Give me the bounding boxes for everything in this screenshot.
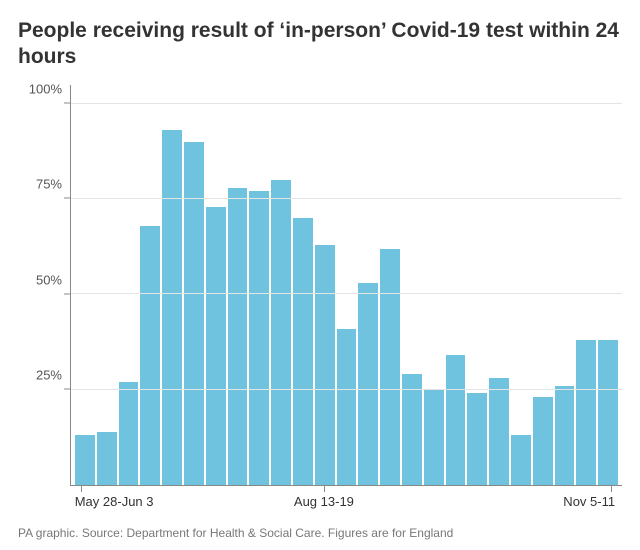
plot-area: 25%50%75%100%	[18, 85, 622, 487]
bar	[271, 180, 291, 485]
bar	[315, 245, 335, 485]
bar	[489, 378, 509, 485]
bar	[576, 340, 596, 485]
y-tick-label: 50%	[36, 272, 62, 287]
gridline	[71, 389, 622, 390]
x-tick-mark	[324, 486, 325, 492]
bar	[555, 386, 575, 485]
y-tick-label: 25%	[36, 368, 62, 383]
bar	[424, 390, 444, 485]
gridline	[71, 293, 622, 294]
gridline	[71, 198, 622, 199]
x-tick-mark	[611, 486, 612, 492]
bar	[75, 435, 95, 485]
x-tick-label: May 28-Jun 3	[75, 494, 154, 509]
bar	[140, 226, 160, 485]
bar	[467, 393, 487, 485]
bar	[184, 142, 204, 485]
gridline	[71, 103, 622, 104]
bar	[249, 191, 269, 485]
bar	[162, 130, 182, 485]
bar	[402, 374, 422, 485]
bar	[533, 397, 553, 485]
x-tick-mark	[81, 486, 82, 492]
bar	[511, 435, 531, 485]
x-tick-label: Aug 13-19	[294, 494, 354, 509]
y-tick-label: 100%	[29, 81, 62, 96]
bar	[446, 355, 466, 485]
bar	[337, 329, 357, 485]
x-tick-label: Nov 5-11	[563, 494, 615, 509]
bar	[598, 340, 618, 485]
bar	[380, 249, 400, 485]
bar	[358, 283, 378, 485]
grid-plot	[70, 85, 622, 487]
x-axis: May 28-Jun 3 Aug 13-19 Nov 5-11	[70, 486, 622, 520]
y-tick-label: 75%	[36, 177, 62, 192]
bar	[293, 218, 313, 485]
bars-group	[71, 85, 622, 486]
chart-container: People receiving result of ‘in-person’ C…	[0, 0, 640, 550]
bar	[97, 432, 117, 485]
bar	[228, 188, 248, 486]
source-text: PA graphic. Source: Department for Healt…	[18, 526, 622, 540]
y-axis: 25%50%75%100%	[18, 85, 70, 487]
bar	[206, 207, 226, 485]
chart-title: People receiving result of ‘in-person’ C…	[18, 18, 622, 71]
bar	[119, 382, 139, 485]
